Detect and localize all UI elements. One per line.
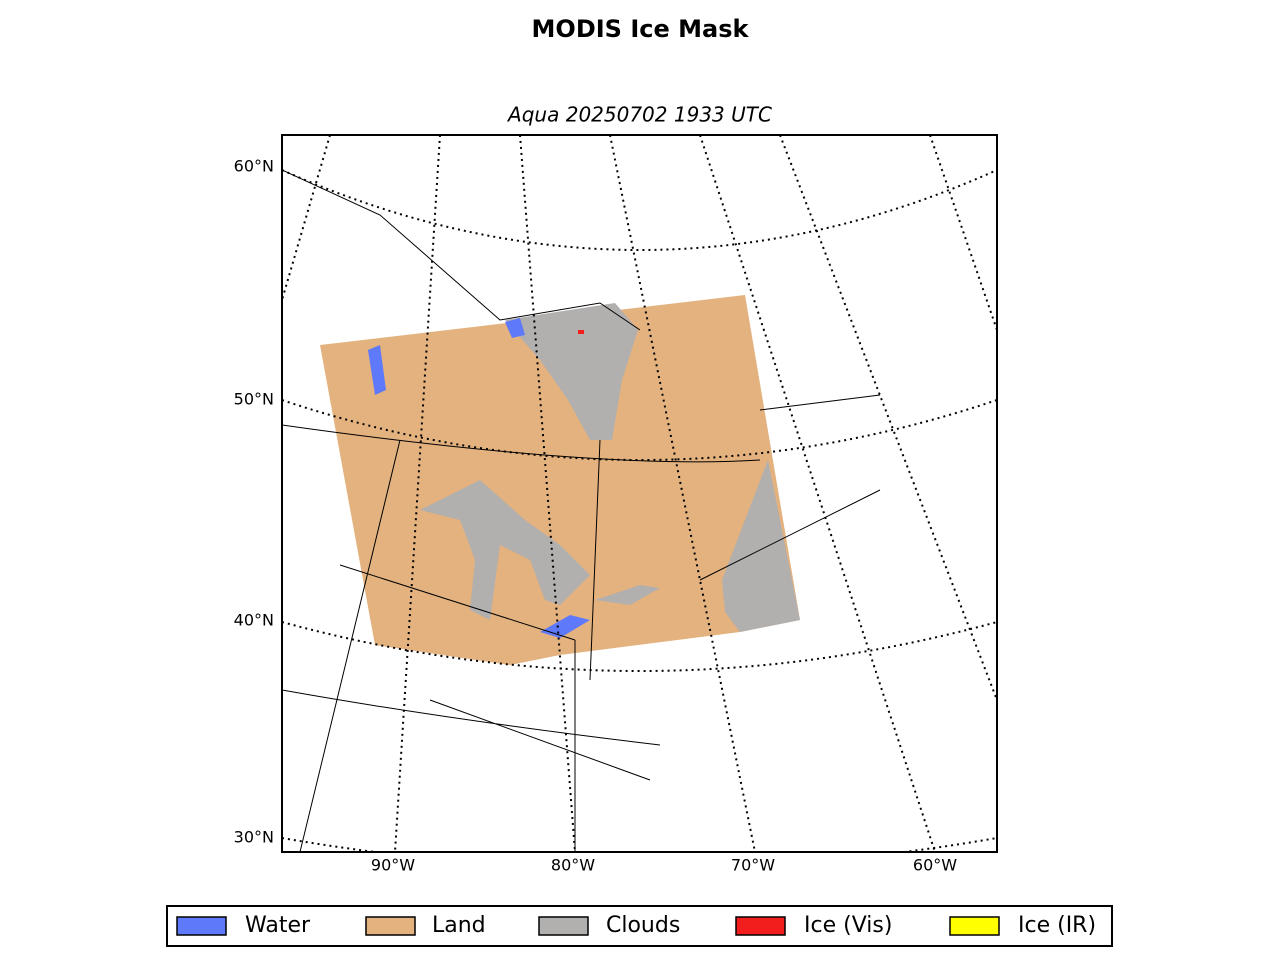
lat-label: 50°N (234, 390, 274, 409)
legend-swatch (176, 916, 227, 936)
lon-label: 60°W (913, 856, 957, 875)
meridians (282, 135, 997, 852)
legend-label: Land (432, 913, 486, 938)
lon-label: 90°W (371, 856, 415, 875)
lat-label: 60°N (234, 157, 274, 176)
legend-label: Clouds (606, 913, 680, 938)
legend-swatch (735, 916, 786, 936)
map-frame (281, 134, 998, 853)
legend-label: Ice (Vis) (804, 913, 892, 938)
lat-label: 40°N (234, 611, 274, 630)
legend-swatch (365, 916, 416, 936)
cloud-region (722, 460, 800, 632)
lake-erie (540, 615, 590, 638)
legend-swatch (949, 916, 1000, 936)
lon-label: 80°W (551, 856, 595, 875)
map-area (282, 135, 997, 852)
subtitle: Aqua 20250702 1933 UTC (506, 103, 772, 127)
lon-label: 70°W (731, 856, 775, 875)
great-lakes (420, 480, 590, 620)
legend-label: Ice (IR) (1018, 913, 1096, 938)
title: MODIS Ice Mask (532, 15, 750, 43)
legend (166, 905, 1113, 947)
cloud-region (505, 303, 638, 440)
boundaries (282, 169, 881, 852)
lake-ontario (595, 585, 660, 605)
legend-swatch (538, 916, 589, 936)
water-patch (505, 318, 525, 338)
land-swath (320, 295, 800, 665)
lat-label: 30°N (234, 828, 274, 847)
ice-vis-patch (578, 330, 584, 334)
legend-label: Water (245, 913, 311, 938)
lake-winnipeg (368, 345, 386, 395)
